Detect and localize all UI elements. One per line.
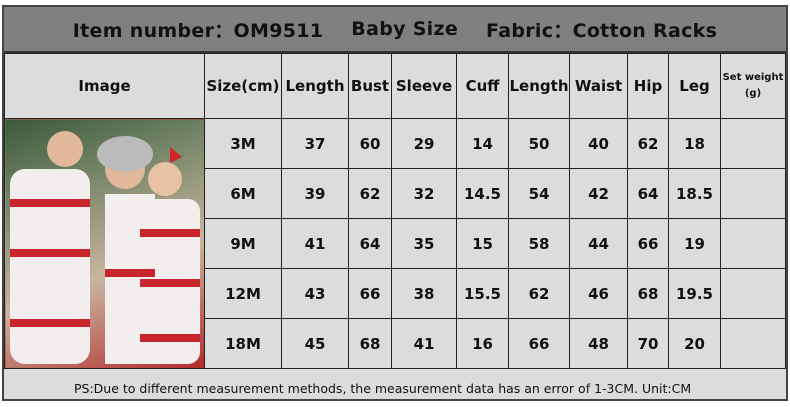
fabric: Fabric：Cotton Racks	[486, 19, 718, 42]
table-cell: 18.5	[668, 168, 721, 219]
table-cell: 14.5	[456, 168, 509, 219]
column-header: Image	[4, 53, 205, 119]
table-cell: 3M	[204, 118, 282, 169]
table-cell: 41	[391, 318, 457, 369]
table-cell: 66	[627, 218, 669, 269]
table-cell: 64	[627, 168, 669, 219]
table-cell: 29	[391, 118, 457, 169]
table-row: 12M 43 66 38 15.5 62 46 68 19.5	[5, 268, 786, 319]
column-header: Cuff	[456, 53, 509, 119]
table-cell: 43	[281, 268, 349, 319]
table-cell	[720, 218, 786, 269]
table-cell: 48	[569, 318, 628, 369]
table-cell: 44	[569, 218, 628, 269]
table-cell: 6M	[204, 168, 282, 219]
column-header: Size(cm)	[204, 53, 282, 119]
table-cell: 46	[569, 268, 628, 319]
item-number: Item number：OM9511	[72, 19, 324, 42]
column-header: Sleeve	[391, 53, 457, 119]
table-cell	[720, 168, 786, 219]
table-cell	[720, 118, 786, 169]
table-cell: 64	[348, 218, 392, 269]
table-cell: 35	[391, 218, 457, 269]
size-table: Image Size(cm) Length Bust Sleeve Cuff Length W…	[4, 53, 786, 369]
column-header: Length	[281, 53, 349, 119]
table-cell: 32	[391, 168, 457, 219]
table-cell: 70	[627, 318, 669, 369]
table-cell: 19.5	[668, 268, 721, 319]
table-cell: 39	[281, 168, 349, 219]
column-header: Leg	[668, 53, 721, 119]
table-cell: 20	[668, 318, 721, 369]
table-cell	[720, 318, 786, 369]
table-row: 3M 37 60 29 14 50 40 62 18	[4, 118, 786, 369]
table-cell: 54	[508, 168, 570, 219]
table-cell: 12M	[204, 268, 282, 319]
table-cell: 18M	[204, 318, 282, 369]
table-cell: 18	[668, 118, 721, 169]
table-cell: 15	[456, 218, 509, 269]
table-cell: 42	[569, 168, 628, 219]
table-cell: 62	[508, 268, 570, 319]
table-cell: 60	[348, 118, 392, 169]
column-header: Set weight (g)	[720, 53, 786, 119]
title-bar: Item number：OM9511 Baby Size Fabric：Cott…	[4, 7, 786, 53]
table-cell: 14	[456, 118, 509, 169]
column-header: Waist	[569, 53, 628, 119]
table-cell: 40	[569, 118, 628, 169]
table-cell: 50	[508, 118, 570, 169]
table-cell: 37	[281, 118, 349, 169]
table-cell: 38	[391, 268, 457, 319]
table-cell: 66	[508, 318, 570, 369]
size-chart: Item number：OM9511 Baby Size Fabric：Cott…	[2, 5, 788, 401]
table-cell: 45	[281, 318, 349, 369]
table-cell: 62	[627, 118, 669, 169]
table-row: 9M 41 64 35 15 58 44 66 19	[5, 218, 786, 269]
table-cell: 66	[348, 268, 392, 319]
footer-note: PS:Due to different measurement methods,…	[74, 380, 692, 396]
table-cell: 58	[508, 218, 570, 269]
table-cell: 19	[668, 218, 721, 269]
column-header: Hip	[627, 53, 669, 119]
table-cell	[720, 268, 786, 319]
table-cell: 62	[348, 168, 392, 219]
size-type: Baby Size	[351, 18, 459, 40]
table-cell: 41	[281, 218, 349, 269]
product-photo	[4, 118, 205, 369]
table-cell: 68	[348, 318, 392, 369]
table-cell: 15.5	[456, 268, 509, 319]
column-header: Bust	[348, 53, 392, 119]
table-row: 18M 45 68 41 16 66 48 70 20	[5, 318, 786, 369]
table-row: 6M 39 62 32 14.5 54 42 64 18.5	[5, 168, 786, 219]
table-cell: 16	[456, 318, 509, 369]
column-header: Length	[508, 53, 570, 119]
table-cell: 68	[627, 268, 669, 319]
table-cell: 9M	[204, 218, 282, 269]
